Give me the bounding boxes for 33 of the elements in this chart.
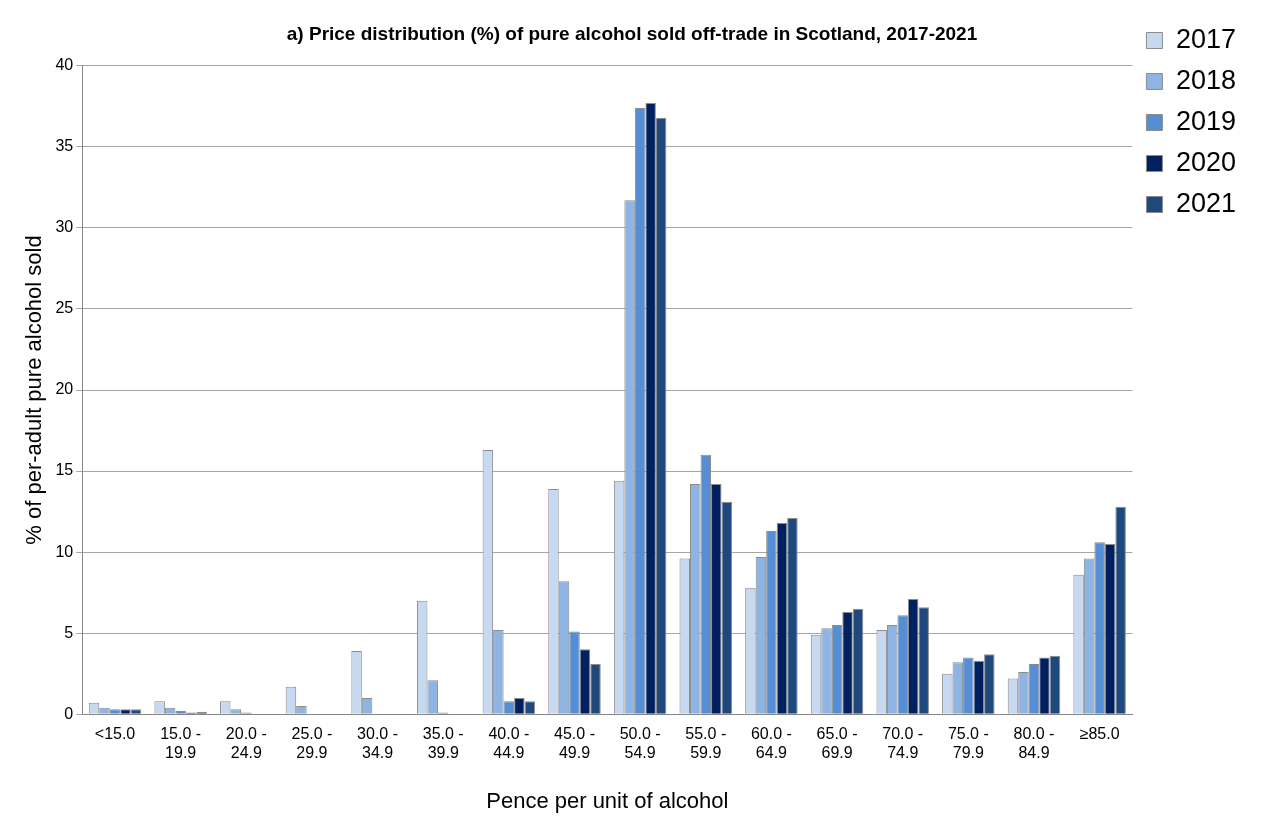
y-tick-label: 5 bbox=[64, 623, 74, 641]
x-tick-label: 75.0 - 79.9 bbox=[947, 725, 989, 762]
x-tick-label: 50.0 - 54.9 bbox=[619, 725, 661, 762]
x-tick-label: 30.0 - 34.9 bbox=[357, 725, 399, 762]
x-tick-label: 35.0 - 39.9 bbox=[422, 725, 464, 762]
legend-label: 2021 bbox=[1175, 187, 1237, 218]
x-tick-label: ≥85.0 bbox=[1079, 725, 1120, 743]
legend-label: 2020 bbox=[1175, 146, 1237, 177]
x-tick-label: 70.0 - 74.9 bbox=[882, 725, 924, 762]
y-tick-label: 10 bbox=[55, 542, 74, 560]
x-tick-label: 15.0 - 19.9 bbox=[160, 725, 202, 762]
x-tick-label: 60.0 - 64.9 bbox=[750, 725, 792, 762]
x-tick-label: <15.0 bbox=[94, 725, 136, 743]
x-tick-label: 80.0 - 84.9 bbox=[1013, 725, 1055, 762]
y-tick-label: 0 bbox=[64, 704, 74, 722]
y-tick-label: 35 bbox=[55, 137, 74, 155]
chart-title: a) Price distribution (%) of pure alcohol sold off-trade in Scotland, 2017-2021 bbox=[286, 22, 978, 44]
x-tick-label: 20.0 - 24.9 bbox=[225, 725, 267, 762]
y-tick-label: 30 bbox=[55, 218, 74, 236]
legend-label: 2018 bbox=[1175, 64, 1237, 95]
y-tick-label: 15 bbox=[55, 461, 74, 479]
x-tick-label: 55.0 - 59.9 bbox=[685, 725, 727, 762]
y-tick-label: 25 bbox=[55, 299, 74, 317]
x-tick-label: 40.0 - 44.9 bbox=[488, 725, 530, 762]
y-axis-title: % of per-adult pure alcohol sold bbox=[21, 235, 47, 545]
x-tick-label: 45.0 - 49.9 bbox=[554, 725, 595, 762]
legend-label: 2019 bbox=[1175, 105, 1237, 136]
x-axis-title: Pence per unit of alcohol bbox=[486, 787, 729, 813]
y-tick-label: 20 bbox=[55, 380, 74, 398]
y-tick-label: 40 bbox=[55, 56, 74, 74]
x-tick-label: 25.0 - 29.9 bbox=[291, 725, 333, 762]
legend-label: 2017 bbox=[1175, 23, 1237, 54]
x-tick-label: 65.0 - 69.9 bbox=[816, 725, 858, 762]
